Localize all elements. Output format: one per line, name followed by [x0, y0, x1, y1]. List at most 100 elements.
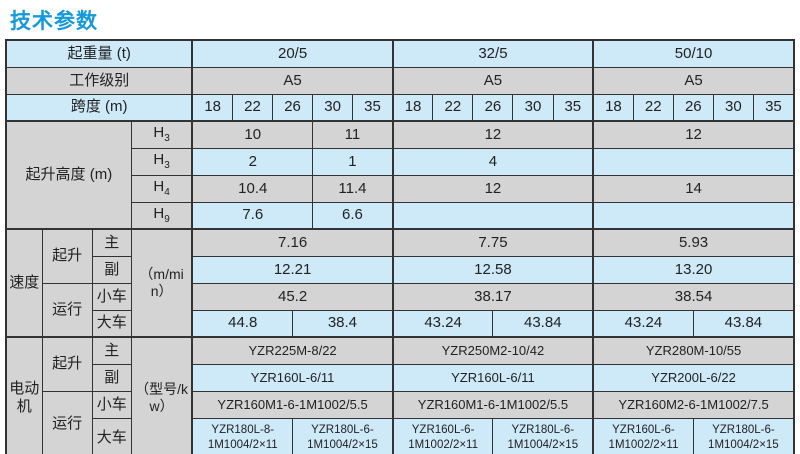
span-value: 30 [712, 93, 754, 122]
height-param: H4 [130, 174, 193, 203]
motor-main-row: 电动机 起升 主 （型号/kw） YZR225M-8/22 YZR250M2-1… [5, 336, 795, 454]
motor-group-label: 电动机 [5, 336, 43, 454]
height-value: 4 [391, 147, 594, 176]
height-param: H9 [130, 201, 193, 230]
height-value: 10.4 [191, 174, 314, 203]
motor-model: YZR180L-8-1M1004/2×11 [191, 417, 294, 454]
height-row-h4: H4 10.4 11.4 12 14 [6, 174, 795, 203]
motor-model: YZR180L-6-1M1004/2×15 [492, 417, 594, 454]
span-value: 18 [191, 93, 233, 122]
span-value: 22 [231, 93, 274, 122]
motor-aux-label: 副 [91, 363, 132, 392]
motor-unit: （型号/kw） [130, 336, 193, 454]
work-class-label: 工作级别 [5, 66, 193, 95]
height-value [592, 147, 795, 176]
span-value: 30 [512, 93, 554, 122]
motor-model: YZR160L-6/11 [391, 363, 594, 392]
height-value: 10 [191, 120, 314, 149]
span-value: 35 [552, 93, 594, 122]
motor-model: YZR225M-8/22 [191, 336, 394, 365]
work-class-value: A5 [592, 66, 795, 95]
height-value: 6.6 [312, 201, 394, 230]
speed-value: 38.17 [391, 282, 594, 311]
height-param: H3 [130, 147, 193, 176]
motor-bridge-label: 大车 [91, 417, 132, 454]
motor-model: YZR160L-6/11 [191, 363, 394, 392]
motor-model: YZR160M1-6-1M1002/5.5 [191, 390, 394, 419]
spec-table: 起重量 (t) 20/5 32/5 50/10 工作级别 A5 A5 A5 跨度… [5, 39, 795, 454]
speed-value: 43.24 [592, 309, 694, 338]
speed-bridge-label: 大车 [91, 309, 132, 338]
speed-value: 7.16 [191, 228, 394, 257]
span-value: 22 [432, 93, 474, 122]
speed-value: 45.2 [191, 282, 394, 311]
speed-value: 43.84 [692, 309, 795, 338]
motor-aux-row: 副 YZR160L-6/11 YZR160L-6/11 YZR200L-6/22 [6, 363, 795, 392]
span-value: 35 [752, 93, 795, 122]
motor-model: YZR160L-6-1M1002/2×11 [592, 417, 694, 454]
motor-model: YZR280M-10/55 [592, 336, 795, 365]
height-value: 1 [312, 147, 394, 176]
capacity-row: 起重量 (t) 20/5 32/5 50/10 [5, 39, 795, 68]
motor-model: YZR200L-6/22 [592, 363, 795, 392]
motor-model: YZR160L-6-1M1002/2×11 [391, 417, 494, 454]
span-value: 22 [632, 93, 674, 122]
motor-model: YZR180L-6-1M1004/2×15 [292, 417, 394, 454]
motor-model: YZR180L-6-1M1004/2×15 [692, 417, 795, 454]
speed-trolley-row: 运行 小车 45.2 38.17 38.54 [6, 282, 795, 338]
work-class-value: A5 [191, 66, 394, 95]
span-value: 26 [472, 93, 514, 122]
height-value: 2 [191, 147, 314, 176]
speed-value: 12.58 [391, 255, 594, 284]
motor-trolley-row: 运行 小车 YZR160M1-6-1M1002/5.5 YZR160M1-6-1… [6, 390, 795, 454]
capacity-value: 50/10 [592, 39, 795, 68]
speed-travel-label: 运行 [41, 282, 93, 338]
speed-value: 7.75 [391, 228, 594, 257]
speed-unit: （m/min） [130, 228, 193, 338]
speed-aux-label: 副 [91, 255, 132, 284]
speed-bridge-row: 大车 44.8 38.4 43.24 43.84 43.24 43.84 [6, 309, 795, 338]
work-class-row: 工作级别 A5 A5 A5 [5, 66, 795, 95]
height-value: 14 [592, 174, 795, 203]
speed-aux-row: 副 12.21 12.58 13.20 [6, 255, 795, 284]
speed-hoisting-label: 起升 [41, 228, 93, 284]
motor-model: YZR160M2-6-1M1002/7.5 [592, 390, 795, 419]
lifting-height-label: 起升高度 (m) [5, 120, 132, 230]
span-value: 18 [391, 93, 434, 122]
speed-value: 5.93 [592, 228, 795, 257]
height-row-h3-main: 起升高度 (m) H3 10 11 12 12 [5, 120, 795, 230]
motor-hoisting-label: 起升 [41, 336, 93, 392]
speed-value: 38.54 [592, 282, 795, 311]
speed-trolley-label: 小车 [91, 282, 132, 311]
height-value: 12 [391, 120, 594, 149]
speed-value: 13.20 [592, 255, 795, 284]
span-value: 35 [352, 93, 394, 122]
height-value [592, 201, 795, 230]
motor-model: YZR160M1-6-1M1002/5.5 [391, 390, 594, 419]
span-value: 26 [672, 93, 714, 122]
speed-value: 12.21 [191, 255, 394, 284]
motor-travel-label: 运行 [41, 390, 93, 454]
capacity-label: 起重量 (t) [5, 39, 193, 68]
height-value: 12 [391, 174, 594, 203]
height-value: 11 [312, 120, 394, 149]
height-value: 12 [592, 120, 795, 149]
speed-group-label: 速度 [5, 228, 43, 338]
height-value: 11.4 [312, 174, 394, 203]
motor-bridge-row: 大车 YZR180L-8-1M1004/2×11 YZR180L-6-1M100… [6, 417, 795, 454]
height-param: H3 [130, 120, 193, 149]
span-value: 18 [592, 93, 634, 122]
span-value: 30 [312, 93, 354, 122]
motor-main-label: 主 [91, 336, 132, 365]
span-row: 跨度 (m) 18 22 26 30 35 18 22 26 30 35 18 … [5, 93, 795, 122]
speed-value: 38.4 [292, 309, 394, 338]
capacity-value: 20/5 [191, 39, 394, 68]
span-value: 26 [272, 93, 314, 122]
speed-value: 43.24 [391, 309, 494, 338]
speed-main-label: 主 [91, 228, 132, 257]
work-class-value: A5 [391, 66, 594, 95]
span-label: 跨度 (m) [5, 93, 193, 122]
motor-model: YZR250M2-10/42 [391, 336, 594, 365]
motor-trolley-label: 小车 [91, 390, 132, 419]
